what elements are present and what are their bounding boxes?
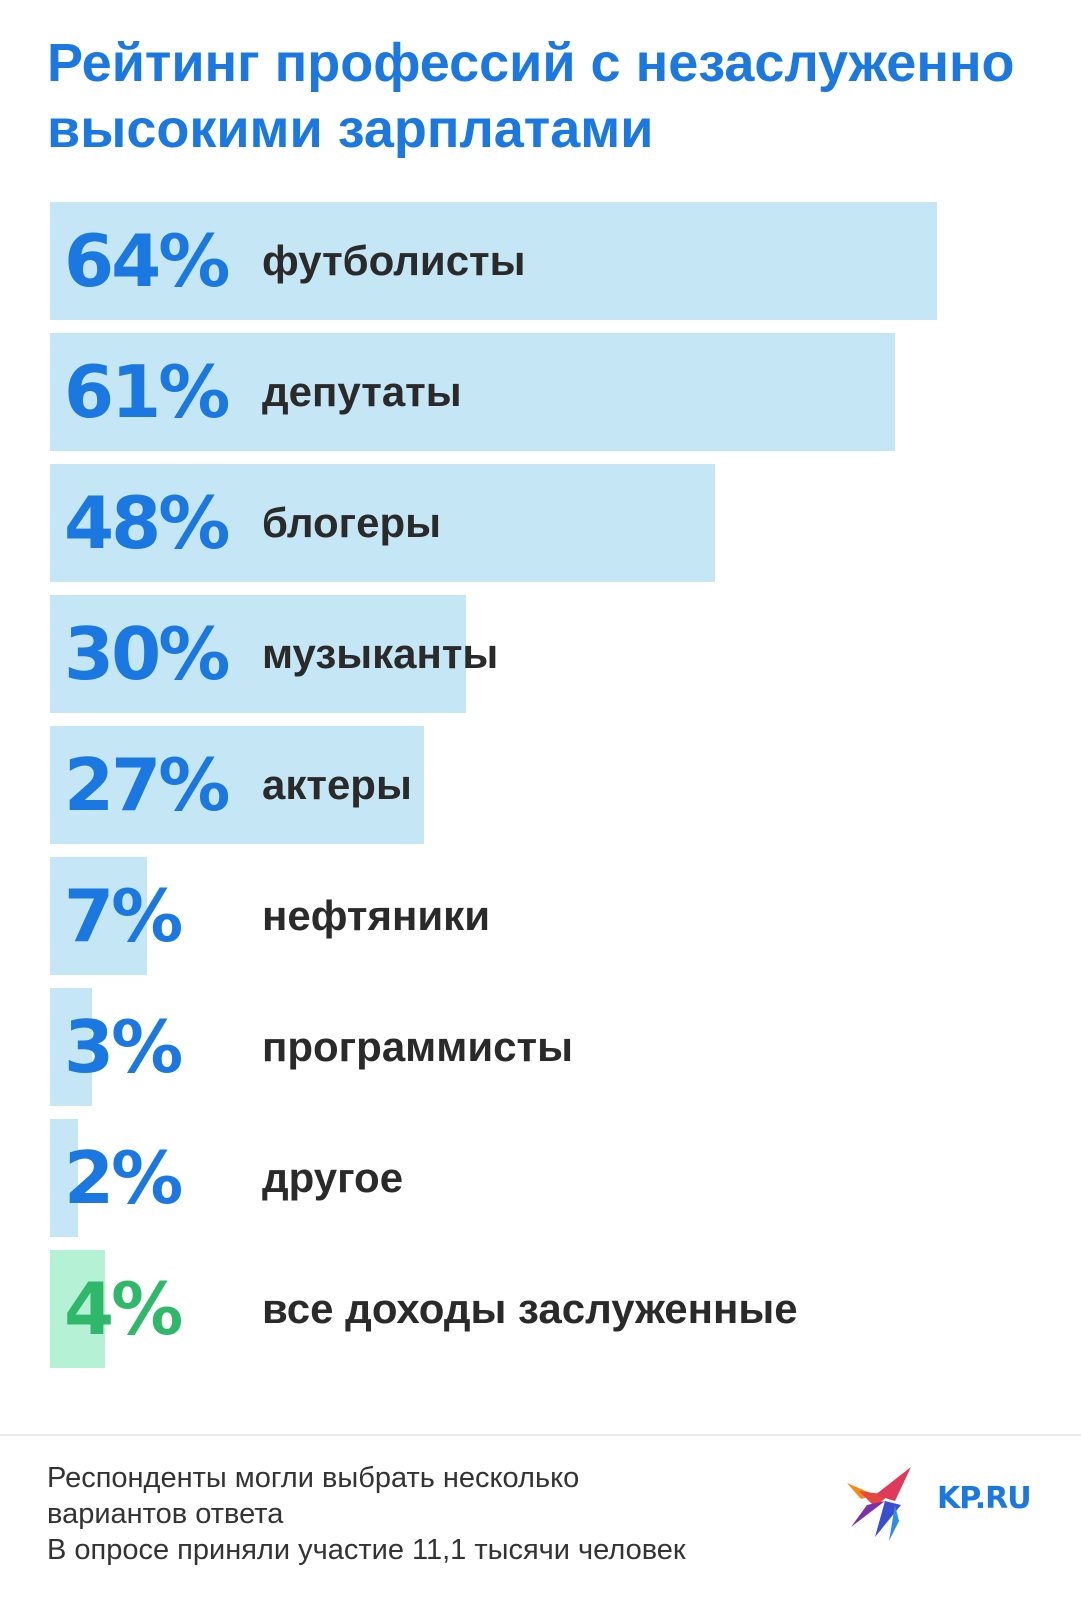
bar-chart: 64% футболисты 61% депутаты 48% блогеры 30% муз… — [0, 202, 1081, 1368]
kp-logo-text: KP.RU — [937, 1481, 1032, 1516]
bar-row: 27% актеры — [0, 726, 1081, 844]
value-label: 48% — [64, 481, 230, 565]
bar — [50, 726, 425, 844]
bar-row: 61% депутаты — [0, 333, 1081, 451]
bar — [50, 333, 896, 451]
bar — [50, 595, 466, 713]
bar — [50, 988, 92, 1106]
divider — [0, 1434, 1081, 1436]
bar — [50, 202, 937, 320]
category-label: актеры — [262, 761, 412, 808]
category-label: депутаты — [262, 368, 462, 415]
value-label: 4% — [64, 1267, 183, 1351]
category-label: другое — [262, 1154, 404, 1201]
value-label: 30% — [64, 612, 230, 696]
footnote-line-3: В опросе приняли участие 11,1 тысячи чел… — [47, 1534, 686, 1566]
bar — [50, 857, 148, 975]
bar-row: 30% музыканты — [0, 595, 1081, 713]
bar-row: 4% все доходы заслуженные — [0, 1250, 1081, 1368]
value-label: 2% — [64, 1136, 183, 1220]
footnote-line-1: Респонденты могли выбрать несколько — [47, 1462, 580, 1494]
bar — [50, 1250, 106, 1368]
category-label: все доходы заслуженные — [262, 1285, 798, 1332]
chart-title: Рейтинг профессий с незаслуженно высоким… — [47, 33, 1015, 159]
bar-row: 2% другое — [0, 1119, 1081, 1237]
bar-row: 3% программисты — [0, 988, 1081, 1106]
kp-logo[interactable]: KP.RU — [845, 1465, 1045, 1545]
footnote: Респонденты могли выбрать несколько вари… — [47, 1460, 807, 1568]
category-label: нефтяники — [262, 892, 491, 939]
bar — [50, 464, 716, 582]
value-label: 61% — [64, 350, 230, 434]
category-label: программисты — [262, 1023, 573, 1070]
value-label: 27% — [64, 743, 230, 827]
bar-row: 64% футболисты — [0, 202, 1081, 320]
category-label: футболисты — [262, 237, 526, 284]
value-label: 3% — [64, 1005, 183, 1089]
category-label: блогеры — [262, 499, 442, 546]
value-label: 7% — [64, 874, 183, 958]
footnote-line-2: вариантов ответа — [47, 1498, 284, 1530]
bar-row: 48% блогеры — [0, 464, 1081, 582]
value-label: 64% — [64, 219, 230, 303]
kp-bird-logo-icon — [847, 1467, 911, 1541]
bar-row: 7% нефтяники — [0, 857, 1081, 975]
bar — [50, 1119, 78, 1237]
category-label: музыканты — [262, 630, 499, 677]
